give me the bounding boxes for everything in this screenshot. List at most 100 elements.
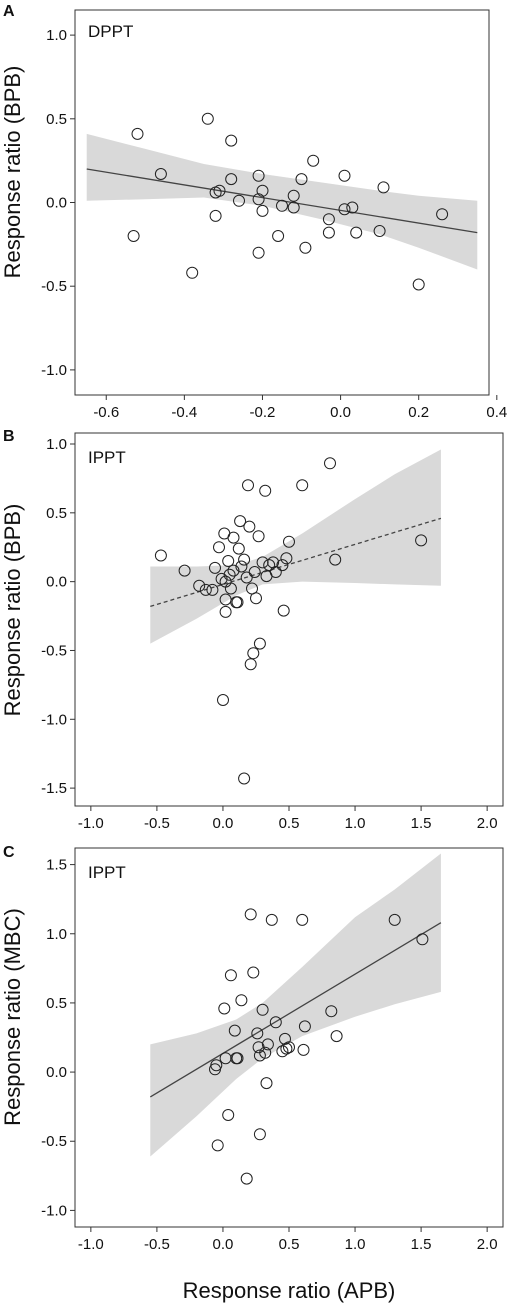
panel-a-data-point bbox=[338, 203, 351, 216]
panel-a-data-point bbox=[256, 184, 269, 197]
panel-c-y-tick-label: 1.0 bbox=[46, 926, 67, 943]
panel-c-x-tick-label: 1.5 bbox=[411, 1236, 432, 1253]
panel-a-y-axis-label: Response ratio (BPB) bbox=[0, 66, 25, 279]
panel-c-confidence-band bbox=[150, 853, 441, 1157]
panel-c-data-point bbox=[211, 1139, 224, 1152]
panel-b-x-tick-label: 0.0 bbox=[213, 815, 234, 832]
panel-b-data-point bbox=[243, 520, 256, 533]
panel-b-data-point bbox=[283, 535, 295, 548]
panel-b-y-axis-label: Response ratio (BPB) bbox=[0, 504, 25, 717]
panel-a-data-point bbox=[209, 209, 222, 222]
panel-a-data-point bbox=[322, 226, 335, 239]
panel-c-data-point bbox=[224, 969, 237, 982]
panel-b-data-point bbox=[235, 560, 248, 573]
panel-a-data-point bbox=[287, 201, 300, 214]
panel-b-x-tick-label: 1.0 bbox=[345, 815, 366, 832]
panel-c-data-point bbox=[325, 1005, 338, 1018]
panel-a-data-point bbox=[186, 266, 199, 279]
panel-c-data-point bbox=[296, 913, 309, 926]
panel-c-y-tick-label: 1.5 bbox=[46, 857, 67, 874]
panel-a-data-point bbox=[276, 199, 288, 212]
panel-b-y-tick-label: 0.5 bbox=[46, 505, 67, 522]
panel-b-y-tick-label: -1.0 bbox=[41, 711, 67, 728]
panel-b-data-point bbox=[240, 571, 253, 584]
panel-b-data-point bbox=[269, 566, 282, 578]
panel-a-data-point bbox=[252, 169, 265, 182]
panel-b-data-point bbox=[242, 479, 254, 492]
panel-a-x-tick-label: -0.2 bbox=[250, 404, 276, 421]
panel-b: B Response ratio (BPB) 1.0 0.5 0.0 -0.5 -1.0… bbox=[0, 428, 504, 832]
panel-a-data-point bbox=[213, 184, 226, 197]
panel-c-title: IPPT bbox=[88, 863, 126, 882]
panel-a-data-point bbox=[225, 134, 238, 147]
panel-c-y-tick-label: 0.5 bbox=[46, 995, 67, 1012]
panel-b-data-point bbox=[227, 531, 240, 544]
panel-b-y-tick-label: -1.5 bbox=[41, 780, 67, 797]
panel-c-data-point bbox=[280, 1042, 293, 1055]
panel-a-confidence-band bbox=[86, 133, 478, 270]
panel-b-data-point bbox=[219, 605, 232, 618]
panel-a-data-point bbox=[377, 181, 390, 194]
panel-c-x-tick-label: -0.5 bbox=[144, 1236, 170, 1253]
panel-a: A Response ratio (BPB) 1.0 0.5 0.0 -0.5 -1.0… bbox=[0, 3, 507, 421]
panel-c-y-tick-label: -1.0 bbox=[41, 1202, 67, 1219]
panel-a-data-point bbox=[201, 112, 214, 125]
panel-b-data-point bbox=[217, 694, 229, 706]
panel-b-plot-area: 1.0 0.5 0.0 -0.5 -1.0 -1.5 -1.0 -0.5 0.0 0.5 1.0 1.… bbox=[41, 436, 497, 832]
panel-a-data-point bbox=[338, 169, 351, 182]
panel-b-data-point bbox=[244, 658, 257, 671]
panel-b-x-tick-label: -1.0 bbox=[78, 815, 104, 832]
panel-a-y-tick-label: 0.5 bbox=[46, 111, 67, 128]
panel-b-confidence-band bbox=[150, 449, 441, 644]
panel-b-data-point bbox=[209, 561, 221, 574]
panel-a-data-point bbox=[272, 230, 285, 242]
panel-a-y-tick-label: 0.0 bbox=[46, 195, 67, 212]
panel-c-y-tick-label: 0.0 bbox=[46, 1064, 67, 1081]
panel-c-data-point bbox=[297, 1043, 310, 1056]
panel-c: C Response ratio (MBC) 1.5 1.0 0.5 0.0 -0.5 -… bbox=[0, 844, 504, 1253]
panel-a-x-tick-label: 0.0 bbox=[330, 404, 351, 421]
panel-b-y-tick-label: 1.0 bbox=[46, 436, 67, 453]
panel-a-data-point bbox=[287, 189, 300, 202]
panel-b-data-point bbox=[267, 556, 280, 569]
panel-a-data-point bbox=[307, 154, 320, 167]
panel-c-data-point bbox=[235, 994, 248, 1007]
panel-c-x-tick-label: 1.0 bbox=[345, 1236, 366, 1253]
panel-b-data-point bbox=[415, 534, 428, 547]
panel-c-data-point bbox=[260, 1077, 273, 1090]
panel-b-data-point bbox=[247, 647, 260, 660]
panel-a-data-point bbox=[252, 193, 265, 206]
panel-b-x-tick-label: 0.5 bbox=[279, 815, 300, 832]
panel-b-data-point bbox=[227, 564, 240, 577]
panel-a-data-point bbox=[127, 230, 140, 242]
panel-b-data-point bbox=[263, 559, 276, 572]
panel-b-x-tick-label: 1.5 bbox=[411, 815, 432, 832]
panel-c-data-point bbox=[218, 1002, 231, 1015]
panel-a-y-tick-label: -0.5 bbox=[41, 278, 67, 295]
panel-a-y-tick-label: 1.0 bbox=[46, 27, 67, 44]
panel-b-data-point bbox=[280, 552, 293, 565]
panel-b-data-point bbox=[193, 579, 206, 592]
panel-a-data-point bbox=[436, 208, 449, 221]
panel-c-x-tick-label: 2.0 bbox=[477, 1236, 498, 1253]
panel-b-x-tick-label: -0.5 bbox=[144, 815, 170, 832]
panel-a-data-point bbox=[233, 194, 245, 207]
x-axis-label: Response ratio (APB) bbox=[183, 1278, 396, 1303]
panel-b-y-tick-label: 0.0 bbox=[46, 574, 67, 591]
panel-b-data-point bbox=[277, 604, 290, 617]
panel-a-data-point bbox=[322, 213, 335, 226]
panel-a-data-point bbox=[256, 204, 269, 217]
panel-b-title: IPPT bbox=[88, 448, 126, 467]
panel-b-data-point bbox=[259, 484, 272, 497]
panel-c-y-tick-label: -0.5 bbox=[41, 1133, 67, 1150]
panel-c-regression-line bbox=[149, 922, 442, 1098]
panel-c-data-point bbox=[253, 1128, 266, 1141]
panel-b-data-point bbox=[248, 566, 261, 578]
panel-b-data-point bbox=[178, 564, 191, 577]
panel-b-data-point bbox=[232, 542, 245, 555]
panel-a-data-point bbox=[154, 168, 167, 180]
panel-b-data-point bbox=[238, 553, 251, 566]
panel-a-data-point bbox=[412, 278, 425, 291]
panel-a-x-tick-label: 0.2 bbox=[408, 404, 429, 421]
